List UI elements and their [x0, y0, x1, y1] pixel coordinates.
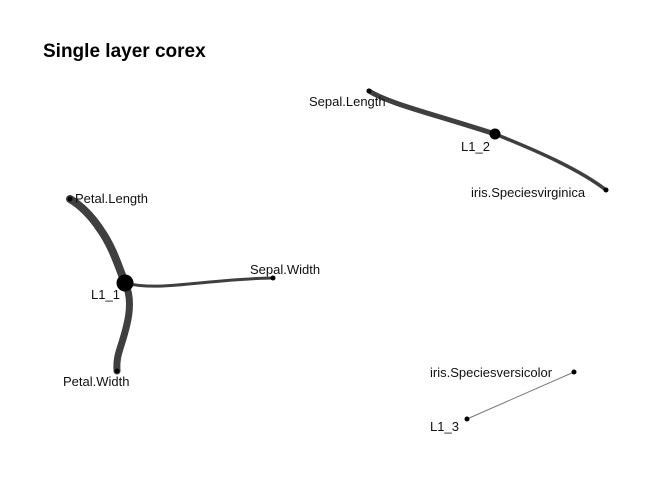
label-l1-3: L1_3 — [430, 419, 459, 434]
label-petal-length: Petal.Length — [75, 191, 148, 206]
label-sepal-width: Sepal.Width — [250, 262, 320, 277]
diagram-title: Single layer corex — [43, 41, 206, 62]
edge-l1-2-iris-virginica — [493, 132, 608, 192]
node-l1-1 — [116, 274, 134, 292]
node-l1-3 — [464, 416, 470, 422]
edge-l1-1-petal-length — [66, 195, 129, 287]
node-sepal-length — [366, 88, 372, 94]
label-petal-width: Petal.Width — [63, 374, 129, 389]
node-l1-2 — [489, 128, 501, 140]
edge-l1-1-petal-width — [113, 279, 133, 375]
edge-l1-3-iris-versicolor — [466, 371, 575, 420]
edge-l1-2-sepal-length — [366, 88, 498, 137]
node-iris-virginica — [603, 187, 609, 193]
label-sepal-length: Sepal.Length — [309, 94, 386, 109]
label-iris-versicolor: iris.Speciesversicolor — [430, 365, 553, 380]
edge-l1-1-sepal-width — [123, 276, 275, 288]
node-iris-versicolor — [571, 369, 577, 375]
label-l1-2: L1_2 — [461, 139, 490, 154]
node-petal-length — [67, 196, 73, 202]
label-l1-1: L1_1 — [91, 287, 120, 302]
node-sepal-width — [270, 275, 276, 281]
node-petal-width — [114, 368, 120, 374]
label-iris-virginica: iris.Speciesvirginica — [471, 185, 586, 200]
